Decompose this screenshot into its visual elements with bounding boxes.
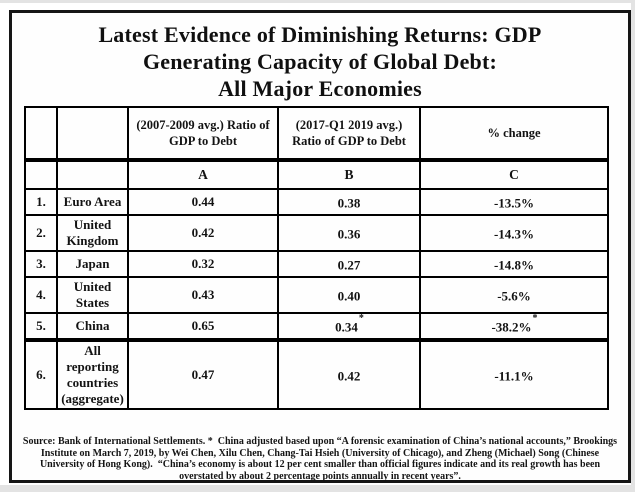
ratio-b-value: 0.38 — [337, 195, 361, 211]
pct-change-value: -14.8% — [493, 257, 535, 273]
pct-change-cell: -14.8% — [419, 250, 609, 278]
ratio-a-cell: 0.44 — [127, 188, 279, 216]
ratio-b-value: 0.36 — [337, 226, 361, 242]
footnote-marker: * — [358, 313, 364, 325]
footnote-marker: * — [532, 313, 538, 325]
letter-empty-num-cell — [24, 159, 58, 190]
column-letter-c: C — [419, 159, 609, 190]
source-note: Source: Bank of International Settlement… — [22, 436, 618, 482]
row-number: 5. — [24, 312, 58, 342]
table-row: 2. United Kingdom 0.42 0.36 -14.3% — [24, 214, 609, 252]
country-cell: Euro Area — [56, 188, 129, 216]
table-row: 3. Japan 0.32 0.27 -14.8% — [24, 250, 609, 278]
pct-change-cell: -11.1% — [419, 339, 609, 410]
ratio-b-value: 0.34 — [335, 319, 358, 335]
scan-edge-top — [0, 0, 635, 3]
header-col-a: (2007-2009 avg.) Ratio of GDP to Debt — [127, 106, 279, 162]
country-cell: Japan — [56, 250, 129, 278]
table-row: 6. All reporting countries (aggregate) 0… — [24, 339, 609, 410]
header-col-c: % change — [419, 106, 609, 162]
ratio-b-value: 0.42 — [337, 368, 361, 384]
row-number: 3. — [24, 250, 58, 278]
country-cell: China — [56, 312, 129, 342]
table-row: 1. Euro Area 0.44 0.38 -13.5% — [24, 188, 609, 216]
ratio-b-cell: 0.40 — [277, 276, 421, 314]
table-row: 4. United States 0.43 0.40 -5.6% — [24, 276, 609, 314]
title-line-2: Generating Capacity of Global Debt: — [142, 49, 498, 74]
ratio-b-cell: 0.36 — [277, 214, 421, 252]
country-cell: United Kingdom — [56, 214, 129, 252]
header-col-b: (2017-Q1 2019 avg.) Ratio of GDP to Debt — [277, 106, 421, 162]
pct-change-value: -5.6% — [497, 288, 531, 304]
row-number: 6. — [24, 339, 58, 410]
header-row: (2007-2009 avg.) Ratio of GDP to Debt (2… — [24, 106, 609, 162]
pct-change-cell: -13.5% — [419, 188, 609, 216]
scan-edge-right — [631, 0, 635, 492]
ratio-b-cell: 0.34* — [277, 312, 421, 342]
title-line-3: All Major Economies — [218, 76, 422, 101]
country-cell: United States — [56, 276, 129, 314]
pct-change-value: -14.3% — [493, 226, 535, 242]
ratio-b-cell: 0.38 — [277, 188, 421, 216]
header-empty-country-cell — [56, 106, 129, 162]
row-number: 1. — [24, 188, 58, 216]
ratio-a-cell: 0.65 — [127, 312, 279, 342]
pct-change-cell: -38.2%* — [419, 312, 609, 342]
pct-change-cell: -14.3% — [419, 214, 609, 252]
gdp-debt-table: (2007-2009 avg.) Ratio of GDP to Debt (2… — [24, 106, 609, 410]
country-cell: All reporting countries (aggregate) — [56, 339, 129, 410]
column-letter-a: A — [127, 159, 279, 190]
ratio-b-cell: 0.42 — [277, 339, 421, 410]
header-empty-num-cell — [24, 106, 58, 162]
row-number: 4. — [24, 276, 58, 314]
ratio-a-cell: 0.32 — [127, 250, 279, 278]
document-title: Latest Evidence of Diminishing Returns: … — [12, 21, 628, 102]
ratio-a-cell: 0.42 — [127, 214, 279, 252]
ratio-b-value: 0.27 — [337, 257, 361, 273]
pct-change-value: -38.2% — [491, 319, 532, 335]
ratio-a-cell: 0.43 — [127, 276, 279, 314]
pct-change-value: -11.1% — [494, 368, 534, 384]
column-letter-row: A B C — [24, 159, 609, 190]
ratio-b-value: 0.40 — [337, 288, 361, 304]
pct-change-cell: -5.6% — [419, 276, 609, 314]
ratio-b-cell: 0.27 — [277, 250, 421, 278]
ratio-a-cell: 0.47 — [127, 339, 279, 410]
scan-edge-bottom — [0, 485, 635, 492]
pct-change-value: -13.5% — [493, 195, 535, 211]
table-row: 5. China 0.65 0.34* -38.2%* — [24, 312, 609, 342]
letter-empty-country-cell — [56, 159, 129, 190]
title-line-1: Latest Evidence of Diminishing Returns: … — [98, 22, 542, 47]
row-number: 2. — [24, 214, 58, 252]
column-letter-b: B — [277, 159, 421, 190]
document-frame: Latest Evidence of Diminishing Returns: … — [9, 10, 631, 483]
